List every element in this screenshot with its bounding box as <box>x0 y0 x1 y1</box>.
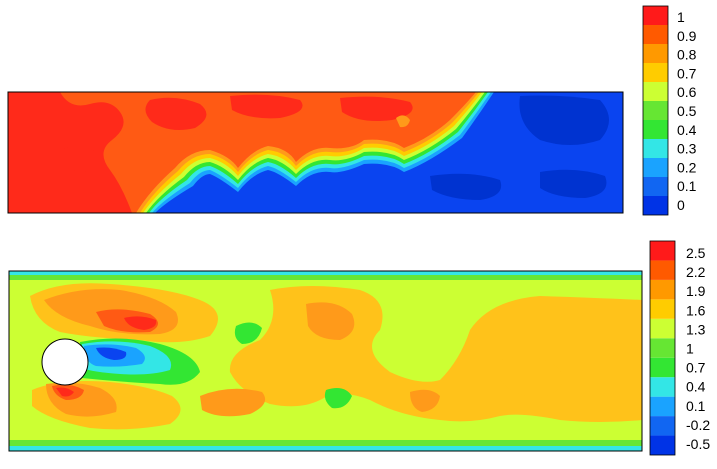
bottom-colorbar: 2.5 2.2 1.9 1.6 1.3 1 0.7 0.4 0.1 -0.2 -0.5 <box>649 240 710 456</box>
colorbar-tick-label: 0.2 <box>677 159 697 175</box>
colorbar-swatch <box>643 177 668 196</box>
bottom-bottom-wall-2 <box>9 440 642 446</box>
top-red-blob-2 <box>230 94 303 119</box>
colorbar-tick-label: 1.6 <box>686 302 706 318</box>
bottom-orange-mid-2 <box>200 388 266 417</box>
colorbar-swatch <box>650 299 675 319</box>
top-deepblue-blob-1 <box>519 95 609 145</box>
colorbar-swatch <box>643 101 668 120</box>
bottom-contour-panel <box>9 271 642 451</box>
colorbar-tick-label: 0.6 <box>677 84 697 100</box>
colorbar-tick-label: 1.3 <box>686 321 706 337</box>
colorbar-tick-label: 0.7 <box>677 65 697 81</box>
colorbar-swatch <box>643 25 668 44</box>
colorbar-tick-label: -0.5 <box>686 436 710 452</box>
bottom-top-wall <box>9 271 642 275</box>
colorbar-swatch <box>643 6 668 25</box>
top-colorbar: 1 0.9 0.8 0.7 0.6 0.5 0.4 0.3 0.2 0.1 0 <box>642 5 697 216</box>
colorbar-tick-label: 1 <box>686 341 694 357</box>
colorbar-tick-label: 2.5 <box>686 245 706 261</box>
colorbar-swatch <box>643 82 668 101</box>
bottom-panel-frame <box>8 270 643 452</box>
bottom-wake-blue <box>96 347 127 360</box>
bottom-red-upper <box>124 316 157 330</box>
colorbar-tick-label: 0.3 <box>677 141 697 157</box>
bottom-top-wall-2 <box>9 275 642 280</box>
bottom-red-lower <box>56 387 74 397</box>
colorbar-tick-label: 1 <box>677 9 685 25</box>
colorbar-tick-label: 0 <box>677 197 685 213</box>
bottom-green-island-1 <box>234 322 262 344</box>
colorbar-tick-label: 1.9 <box>686 283 706 299</box>
top-small-blob <box>396 115 410 128</box>
colorbar-swatch <box>643 196 668 215</box>
colorbar-tick-label: 0.4 <box>686 379 706 395</box>
top-contour-panel <box>8 92 623 213</box>
colorbar-tick-label: 0.7 <box>686 360 706 376</box>
colorbar-swatch <box>650 435 675 455</box>
colorbar-swatch <box>643 139 668 158</box>
colorbar-swatch <box>643 63 668 82</box>
colorbar-tick-label: 0.9 <box>677 28 697 44</box>
top-deepblue-blob-2 <box>430 173 502 200</box>
bottom-bottom-wall <box>9 446 642 451</box>
colorbar-swatch <box>650 357 675 378</box>
colorbar-swatch <box>650 416 675 436</box>
colorbar-tick-label: -0.2 <box>686 417 710 433</box>
top-deepblue-blob-3 <box>540 169 607 198</box>
top-red-blob-4 <box>58 146 97 172</box>
bottom-green-island-2 <box>324 388 352 409</box>
bottom-orange-mid-1 <box>306 302 355 340</box>
top-red-blob-1 <box>145 97 207 130</box>
colorbar-tick-label: 2.2 <box>686 264 706 280</box>
colorbar-frame <box>649 240 676 456</box>
colorbar-frame <box>642 5 669 216</box>
colorbar-tick-label: 0.1 <box>677 178 697 194</box>
colorbar-swatch <box>650 338 675 358</box>
top-red-blob-3 <box>340 96 413 121</box>
colorbar-swatch <box>650 318 675 339</box>
colorbar-swatch <box>650 279 675 300</box>
colorbar-swatch <box>643 158 668 177</box>
colorbar-tick-label: 0.1 <box>686 398 706 414</box>
bottom-orange-mid-3 <box>410 389 440 412</box>
colorbar-swatch <box>643 120 668 139</box>
bottom-yellow-zone-right-bottom <box>500 356 563 398</box>
colorbar-swatch <box>650 241 675 261</box>
colorbar-swatch <box>643 44 668 63</box>
colorbar-tick-label: 0.4 <box>677 122 697 138</box>
colorbar-swatch <box>650 260 675 280</box>
colorbar-tick-label: 0.8 <box>677 47 697 63</box>
colorbar-tick-label: 0.5 <box>677 103 697 119</box>
colorbar-swatch <box>650 396 675 417</box>
colorbar-swatch <box>650 377 675 397</box>
top-panel-frame <box>7 91 624 214</box>
top-blue-region <box>155 92 623 213</box>
cylinder-obstacle <box>41 338 89 386</box>
